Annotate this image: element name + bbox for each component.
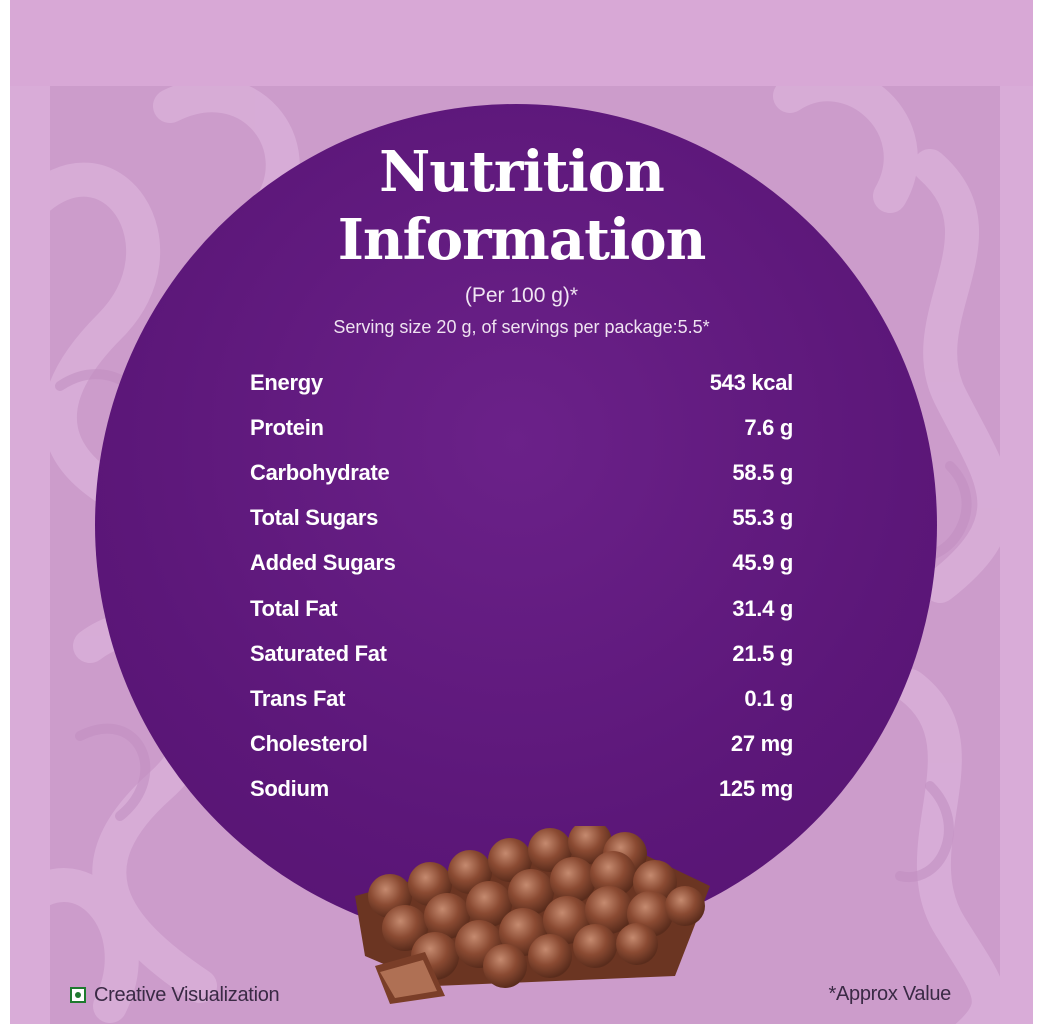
nutrient-name: Protein <box>250 414 324 440</box>
nutrient-row-carbohydrate: Carbohydrate 58.5 g <box>250 450 793 495</box>
nutrient-value: 31.4 g <box>732 595 793 621</box>
nutrient-row-trans-fat: Trans Fat 0.1 g <box>250 676 793 721</box>
nutrient-value: 7.6 g <box>744 414 793 440</box>
nutrient-name: Cholesterol <box>250 731 368 757</box>
title-line-2: Information <box>337 207 707 273</box>
purple-circle <box>95 104 937 946</box>
nutrient-name: Saturated Fat <box>250 640 387 666</box>
serving-size-label: Serving size 20 g, of servings per packa… <box>333 317 710 337</box>
nutrient-name: Energy <box>250 369 323 395</box>
creative-visualization-note: Creative Visualization <box>70 980 280 1010</box>
nutrient-value: 45.9 g <box>732 550 793 576</box>
nutrient-value: 21.5 g <box>732 640 793 666</box>
chocolate-bar-icon <box>355 826 710 1004</box>
nutrient-value: 58.5 g <box>732 459 793 485</box>
approx-value-note: *Approx Value <box>828 983 952 1005</box>
nutrient-row-total-sugars: Total Sugars 55.3 g <box>250 496 793 541</box>
nutrition-table: Energy 543 kcal Protein 7.6 g Carbohydra… <box>250 360 793 812</box>
page-title: Nutrition Information <box>0 138 1043 274</box>
nutrient-name: Trans Fat <box>250 685 346 711</box>
creative-visualization-text: Creative Visualization <box>94 983 280 1006</box>
nutrient-row-added-sugars: Added Sugars 45.9 g <box>250 541 793 586</box>
nutrient-name: Carbohydrate <box>250 459 390 485</box>
nutrient-row-energy: Energy 543 kcal <box>250 360 793 405</box>
nutrient-value: 27 mg <box>730 731 793 757</box>
title-line-1: Nutrition <box>379 139 665 205</box>
nutrient-name: Added Sugars <box>250 550 396 576</box>
nutrient-name: Total Sugars <box>250 505 379 531</box>
nutrient-name: Total Fat <box>250 595 338 621</box>
nutrient-name: Sodium <box>250 776 329 802</box>
nutrient-row-sodium: Sodium 125 mg <box>250 767 793 812</box>
background-top-band <box>10 0 1033 86</box>
nutrient-value: 543 kcal <box>709 369 794 395</box>
per-100g-label: (Per 100 g)* <box>464 284 579 307</box>
nutrient-row-total-fat: Total Fat 31.4 g <box>250 586 793 631</box>
nutrient-row-protein: Protein 7.6 g <box>250 405 793 450</box>
nutrient-row-cholesterol: Cholesterol 27 mg <box>250 722 793 767</box>
nutrient-value: 55.3 g <box>732 505 793 531</box>
nutrient-value: 0.1 g <box>744 685 793 711</box>
nutrient-row-saturated-fat: Saturated Fat 21.5 g <box>250 631 793 676</box>
nutrient-value: 125 mg <box>718 776 793 802</box>
veg-mark-icon <box>70 987 86 1003</box>
